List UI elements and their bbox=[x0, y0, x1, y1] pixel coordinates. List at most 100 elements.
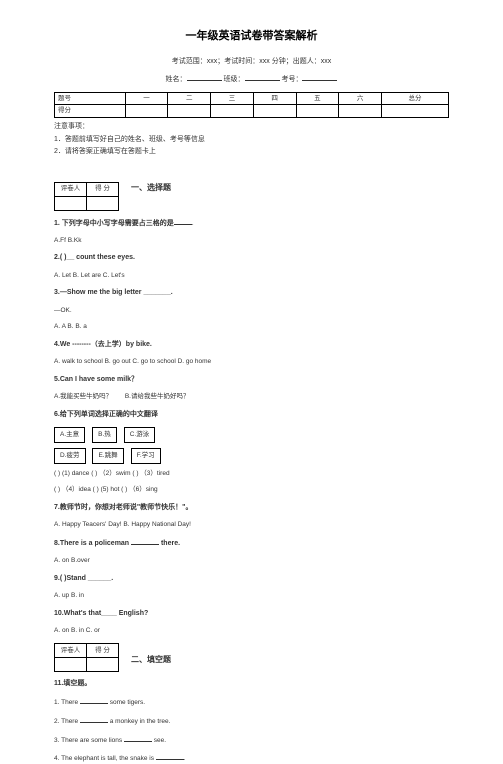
q5-opt-b: B.请给我些牛奶好吗？ bbox=[125, 393, 190, 400]
q11-sub-4: 4. The elephant is tall, the snake is . bbox=[54, 752, 449, 764]
q6-line-1: ( ) (1) dance ( ) （2）swim ( ) （3）tired bbox=[54, 469, 449, 479]
q3-reply: —OK. bbox=[54, 306, 449, 316]
q1-tail: . bbox=[192, 220, 194, 227]
cell bbox=[87, 657, 119, 671]
q11-4a: 4. The elephant is tall, the snake is bbox=[54, 755, 156, 762]
q3-options: A. A B. B. a bbox=[54, 322, 449, 332]
question-6: 6.给下列单词选择正确的中文翻译 bbox=[54, 409, 449, 420]
q11-4b: . bbox=[184, 755, 186, 762]
blank-num bbox=[302, 73, 337, 81]
q11-3a: 3. There are some lions bbox=[54, 737, 124, 744]
section-2-title: 二、填空题 bbox=[131, 654, 171, 666]
grader-table: 评卷人 得 分 bbox=[54, 643, 119, 672]
blank bbox=[124, 734, 152, 742]
q10-options: A. on B. in C. or bbox=[54, 626, 449, 636]
box-option: B.热 bbox=[92, 427, 117, 443]
q4-options: A. walk to school B. go out C. go to sch… bbox=[54, 357, 449, 367]
section-2-row: 评卷人 得 分 二、填空题 bbox=[54, 643, 449, 678]
q11-3b: see. bbox=[152, 737, 166, 744]
notice-header: 注意事项： bbox=[54, 122, 449, 133]
cell bbox=[296, 105, 339, 118]
cell bbox=[55, 657, 87, 671]
cell bbox=[87, 196, 119, 210]
col-header: 四 bbox=[253, 92, 296, 105]
q11-2a: 2. There bbox=[54, 718, 80, 725]
notice-2: 2．请将答案正确填写在答题卡上 bbox=[54, 147, 449, 158]
blank bbox=[80, 696, 108, 704]
q1-text: 1. 下列字母中小写字母需要占三格的是 bbox=[54, 220, 174, 227]
col-header: 一 bbox=[125, 92, 168, 105]
cell bbox=[168, 105, 211, 118]
col-header: 五 bbox=[296, 92, 339, 105]
section-1-title: 一、选择题 bbox=[131, 182, 171, 194]
cell bbox=[382, 105, 449, 118]
question-9: 9.( )Stand ______. bbox=[54, 573, 449, 584]
meta-class-label: 班级： bbox=[224, 76, 245, 83]
box-option: F.学习 bbox=[131, 448, 161, 464]
cell bbox=[125, 105, 168, 118]
q7-options: A. Happy Teacers' Day! B. Happy National… bbox=[54, 520, 449, 530]
q6-box-row-1: A.主意 B.热 C.游泳 bbox=[54, 427, 449, 448]
col-header: 三 bbox=[211, 92, 254, 105]
score-header: 得 分 bbox=[87, 643, 119, 657]
page-title: 一年级英语试卷带答案解析 bbox=[54, 28, 449, 45]
question-1: 1. 下列字母中小写字母需要占三格的是. bbox=[54, 217, 449, 229]
col-header: 二 bbox=[168, 92, 211, 105]
table-row: 得分 bbox=[55, 105, 449, 118]
col-header: 六 bbox=[339, 92, 382, 105]
meta-line-1: 考试范围：xxx；考试时间：xxx 分钟；出题人：xxx bbox=[54, 57, 449, 68]
col-header: 总分 bbox=[382, 92, 449, 105]
grader-header: 评卷人 bbox=[55, 643, 87, 657]
q2-options: A. Let B. Let are C. Let's bbox=[54, 271, 449, 281]
grader-header: 评卷人 bbox=[55, 182, 87, 196]
section-1-row: 评卷人 得 分 一、选择题 bbox=[54, 160, 449, 217]
question-3: 3.—Show me the big letter _______. bbox=[54, 287, 449, 298]
score-header: 得 分 bbox=[87, 182, 119, 196]
q8-text: 8.There is a policeman bbox=[54, 540, 131, 547]
cell bbox=[339, 105, 382, 118]
blank-name bbox=[187, 73, 222, 81]
q6-box-row-2: D.疲劳 E.跳舞 F.学习 bbox=[54, 448, 449, 469]
q11-sub-1: 1. There some tigers. bbox=[54, 696, 449, 708]
box-option: A.主意 bbox=[54, 427, 85, 443]
question-11: 11.填空题。 bbox=[54, 678, 449, 689]
blank bbox=[174, 217, 192, 225]
question-5: 5.Can I have some milk？ bbox=[54, 374, 449, 385]
blank bbox=[156, 752, 184, 760]
q8-tail: there. bbox=[159, 540, 180, 547]
question-8: 8.There is a policeman there. bbox=[54, 537, 449, 549]
q11-1a: 1. There bbox=[54, 699, 80, 706]
q11-sub-3: 3. There are some lions see. bbox=[54, 734, 449, 746]
box-option: D.疲劳 bbox=[54, 448, 86, 464]
meta-name-label: 姓名： bbox=[166, 76, 187, 83]
question-10: 10.What's that____ English? bbox=[54, 608, 449, 619]
q11-1b: some tigers. bbox=[108, 699, 145, 706]
blank bbox=[80, 715, 108, 723]
question-7: 7.教师节时，你想对老师说"教师节快乐！"。 bbox=[54, 502, 449, 513]
table-row: 题号 一 二 三 四 五 六 总分 bbox=[55, 92, 449, 105]
q11-2b: a monkey in the tree. bbox=[108, 718, 171, 725]
notice-1: 1．答题前填写好自己的姓名、班级、考号等信息 bbox=[54, 135, 449, 146]
cell bbox=[253, 105, 296, 118]
q5-opt-a: A.我能买些牛奶吗？ bbox=[54, 393, 112, 400]
blank bbox=[131, 537, 159, 545]
row-label: 题号 bbox=[55, 92, 126, 105]
cell bbox=[55, 196, 87, 210]
meta-num-label: 考号： bbox=[281, 76, 302, 83]
row-label: 得分 bbox=[55, 105, 126, 118]
meta-line-2: 姓名： 班级： 考号： bbox=[54, 73, 449, 86]
question-4: 4.We --------（去上学）by bike. bbox=[54, 339, 449, 350]
score-table: 题号 一 二 三 四 五 六 总分 得分 bbox=[54, 92, 449, 119]
q1-options: A.Ff B.Kk bbox=[54, 236, 449, 246]
box-option: C.游泳 bbox=[124, 427, 156, 443]
q5-options: A.我能买些牛奶吗？ B.请给我些牛奶好吗？ bbox=[54, 392, 449, 402]
question-2: 2.( )__ count these eyes. bbox=[54, 252, 449, 263]
box-option: E.跳舞 bbox=[92, 448, 123, 464]
q6-line-2: ( ) （4）idea ( ) (5) hot ( ) （6）sing bbox=[54, 485, 449, 495]
cell bbox=[211, 105, 254, 118]
q11-sub-2: 2. There a monkey in the tree. bbox=[54, 715, 449, 727]
q8-options: A. on B.over bbox=[54, 556, 449, 566]
blank-class bbox=[245, 73, 280, 81]
q9-options: A. up B. in bbox=[54, 591, 449, 601]
grader-table: 评卷人 得 分 bbox=[54, 182, 119, 211]
